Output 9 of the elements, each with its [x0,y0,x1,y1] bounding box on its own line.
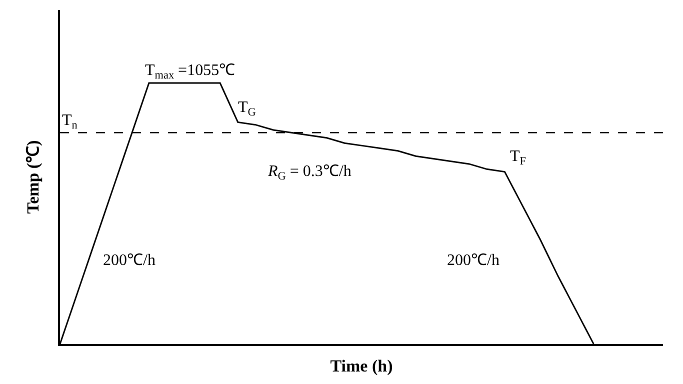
x-axis-title: Time (h) [330,356,393,376]
y-axis-title: Temp (℃) [23,140,42,214]
annotation: 200℃/h [447,252,500,269]
annotation: R$_{G}$ = 0.3℃/h [267,163,352,182]
annotation: T$_{F}$ [510,148,526,168]
text: T$_{max}$ =1055℃ [145,62,236,82]
annotation: T$_{G}$ [238,99,256,118]
annotation: 200℃/h [103,252,156,269]
ref-line-label: T$_{n}$ [62,112,78,132]
